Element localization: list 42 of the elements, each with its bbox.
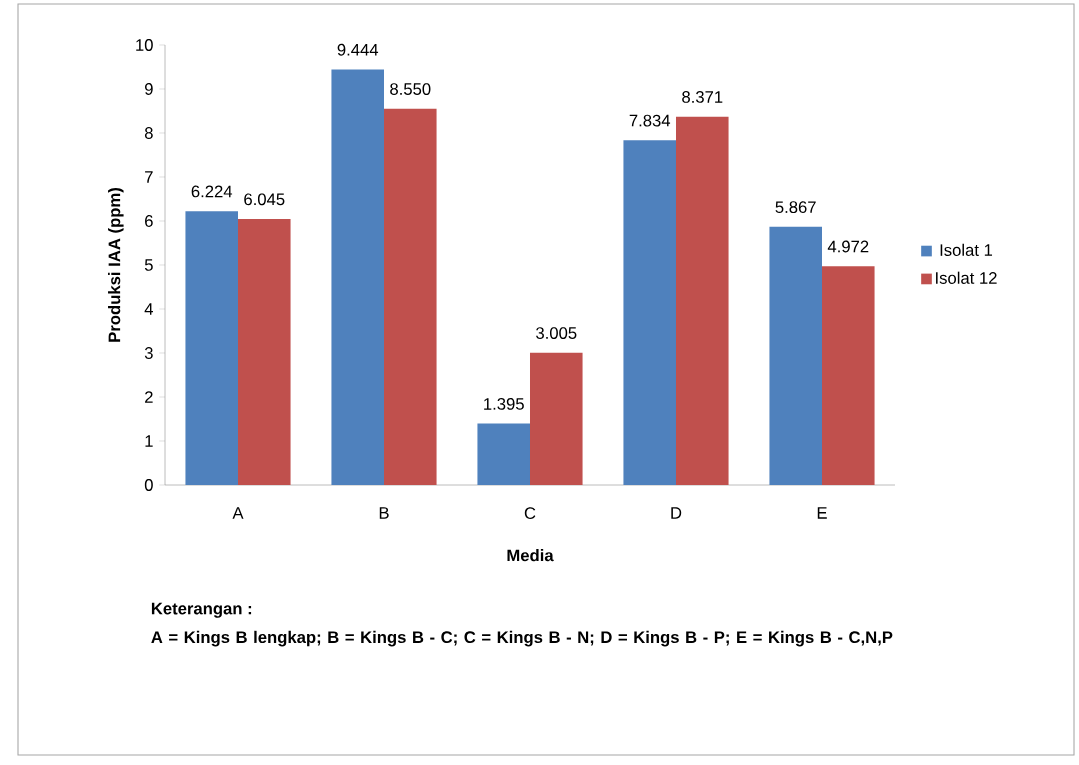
x-tick-label: A [232,507,244,519]
data-label: 9.444 [337,43,379,56]
x-axis-title: Media [507,549,554,562]
y-tick-label: 6 [145,215,153,227]
bar [530,352,583,485]
data-label: 8.550 [390,83,431,95]
y-tick-label: 7 [145,171,153,183]
data-label: 6.224 [191,185,233,198]
x-tick-label: C [524,507,536,519]
bar [769,226,822,485]
bar [185,211,238,485]
y-tick-label: 8 [144,127,153,139]
x-tick-label: B [379,507,389,519]
y-axis-title: Produksi IAA (ppm) [108,188,124,342]
data-label: 5.867 [775,201,816,214]
data-label: 7.834 [629,114,671,127]
data-label: 4.972 [827,240,869,253]
y-tick-label: 2 [145,391,153,403]
y-tick-label: 1 [145,435,153,447]
bar [822,266,875,485]
x-tick-label: E [817,507,827,519]
bar [238,219,291,485]
data-label: 3.005 [536,327,577,339]
legend-label: Isolat 1 [940,243,993,256]
y-tick-label: 0 [144,479,153,491]
bar [676,116,729,485]
data-label: 8.371 [682,91,723,103]
data-label: 1.395 [484,398,524,410]
y-tick-label: 3 [144,347,153,359]
legend-label: Isolat 12 [936,271,997,284]
y-tick-label: 9 [144,83,153,95]
data-label: 6.045 [244,193,285,206]
bar [384,108,437,485]
bar [477,423,530,485]
text: A = Kings B lengkap; B = Kings B - C; C = Kings B - N; D = Kings B - P; E = Kings B - C,N,P [151,630,893,647]
y-tick-label: 4 [144,303,153,315]
x-tick-label: D [671,507,682,519]
y-tick-label: 5 [144,259,153,271]
bar [331,69,384,485]
y-tick-label: 10 [136,39,153,51]
text: Keterangan : [151,602,252,618]
bar [623,140,676,485]
